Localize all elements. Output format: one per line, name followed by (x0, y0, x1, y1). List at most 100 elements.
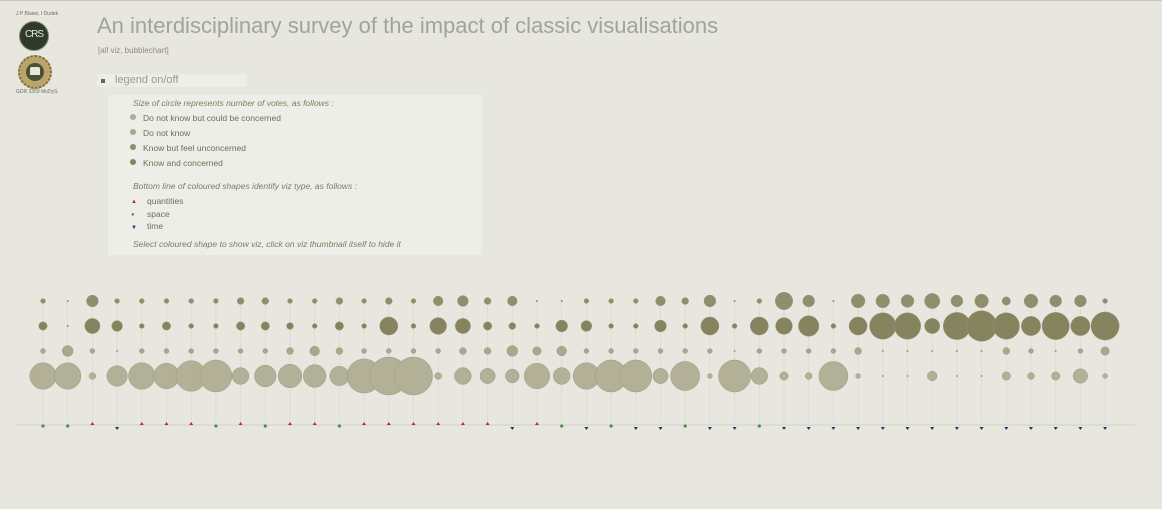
vote-bubble (66, 324, 69, 328)
page-title: An interdisciplinary survey of the impac… (97, 13, 719, 38)
viz-type-marker[interactable] (139, 422, 144, 425)
vote-bubble (410, 323, 417, 329)
vote-bubble (394, 356, 433, 396)
vote-bubble (312, 323, 318, 329)
viz-type-marker[interactable] (905, 427, 910, 430)
legend-footer-instructions: Select coloured shape to show viz, click… (133, 239, 401, 249)
vote-bubble (731, 323, 738, 329)
viz-type-marker[interactable] (609, 424, 613, 428)
vote-bubble (553, 367, 571, 385)
vote-bubble (237, 348, 244, 354)
viz-type-marker[interactable] (238, 422, 243, 425)
vote-bubble (335, 347, 344, 355)
vote-bubble (1102, 373, 1108, 379)
vote-bubble (805, 372, 813, 380)
viz-type-marker[interactable] (411, 422, 416, 425)
vote-bubble (1072, 368, 1088, 384)
viz-type-marker[interactable] (683, 424, 687, 428)
viz-type-marker[interactable] (535, 422, 539, 425)
viz-type-marker[interactable] (584, 427, 589, 430)
vote-bubble (851, 293, 866, 309)
viz-type-marker[interactable] (312, 422, 317, 425)
vote-bubble (287, 298, 293, 304)
crs-logo[interactable]: CRS (19, 21, 49, 51)
legend-toggle-label: legend on/off (115, 74, 179, 86)
vote-bubble (832, 299, 835, 303)
vote-bubble (900, 294, 915, 308)
viz-type-marker[interactable] (386, 422, 391, 425)
vote-bubble (116, 349, 119, 353)
viz-type-marker[interactable] (1004, 427, 1009, 430)
vote-bubble (1001, 371, 1011, 381)
viz-type-marker[interactable] (782, 427, 786, 430)
viz-type-marker[interactable] (362, 422, 367, 425)
vote-bubble (881, 374, 884, 378)
vote-bubble (657, 348, 664, 354)
vote-bubble (700, 316, 720, 336)
vote-bubble (583, 298, 590, 304)
seal-logo[interactable] (18, 55, 52, 89)
viz-type-marker[interactable] (510, 427, 515, 430)
vote-bubble (213, 298, 219, 304)
vote-bubble (806, 348, 812, 354)
viz-type-marker[interactable] (214, 424, 218, 428)
crs-logo-text: CRS (24, 29, 44, 40)
viz-type-marker[interactable] (485, 422, 490, 425)
vote-bubble (633, 323, 639, 329)
viz-type-marker[interactable] (1053, 427, 1058, 430)
vote-bubble (84, 318, 101, 334)
viz-type-marker[interactable] (757, 424, 761, 428)
viz-type-marker[interactable] (856, 427, 861, 430)
viz-type-marker[interactable] (560, 424, 564, 428)
viz-type-marker[interactable] (954, 427, 959, 430)
vote-bubble (86, 294, 99, 308)
vote-bubble (88, 372, 97, 380)
vote-bubble (707, 348, 713, 354)
vote-bubble (980, 349, 983, 353)
viz-type-marker[interactable] (806, 427, 811, 430)
viz-type-marker[interactable] (1029, 427, 1033, 430)
viz-type-marker[interactable] (658, 427, 663, 430)
viz-type-marker[interactable] (979, 427, 984, 430)
vote-bubble (855, 373, 861, 379)
vote-bubble (483, 347, 492, 355)
vote-bubble (379, 316, 399, 336)
viz-type-marker[interactable] (288, 422, 292, 425)
viz-type-marker[interactable] (1103, 427, 1108, 430)
vote-bubble (361, 348, 367, 354)
viz-type-marker[interactable] (164, 422, 169, 425)
viz-type-marker[interactable] (1078, 427, 1083, 430)
viz-type-marker[interactable] (337, 424, 341, 428)
viz-type-marker[interactable] (189, 422, 194, 425)
legend-dot-icon (130, 144, 136, 150)
vote-bubble (188, 298, 194, 304)
vote-bubble (410, 298, 417, 304)
vote-bubble (508, 322, 516, 330)
vote-bubble (40, 298, 46, 304)
vote-bubble (1027, 372, 1035, 380)
viz-type-marker[interactable] (880, 427, 885, 430)
viz-type-marker[interactable] (66, 424, 70, 428)
viz-type-marker[interactable] (633, 427, 638, 430)
vote-bubble (386, 348, 392, 354)
vote-bubble (111, 320, 123, 332)
viz-type-marker[interactable] (707, 427, 712, 430)
vote-bubble (583, 348, 590, 354)
vote-bubble (927, 370, 938, 382)
vote-bubble (435, 348, 441, 354)
vote-bubble (950, 294, 964, 308)
vote-bubble (1002, 347, 1010, 355)
viz-type-marker[interactable] (263, 424, 267, 428)
viz-type-marker[interactable] (41, 424, 45, 428)
vote-bubble (955, 374, 958, 378)
vote-bubble (213, 323, 219, 329)
viz-type-marker[interactable] (90, 422, 95, 425)
viz-type-marker[interactable] (460, 422, 465, 425)
viz-type-marker[interactable] (732, 427, 737, 430)
viz-type-marker[interactable] (115, 427, 120, 430)
viz-type-marker[interactable] (831, 427, 836, 430)
viz-type-marker[interactable] (436, 422, 441, 425)
legend-toggle-button[interactable]: legend on/off (97, 74, 247, 87)
viz-type-marker[interactable] (930, 427, 935, 430)
legend-type-label: quantities (147, 196, 184, 206)
